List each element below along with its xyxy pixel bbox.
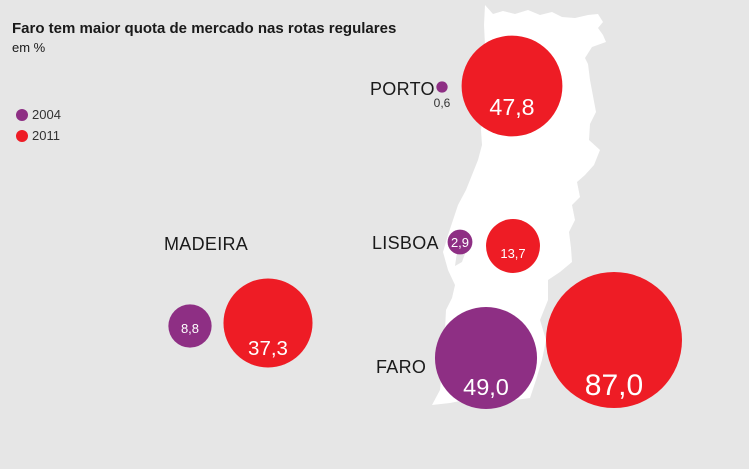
bubble-faro-2004: [434, 306, 538, 410]
chart-subtitle: em %: [12, 40, 46, 55]
legend-label-2011: 2011: [32, 128, 60, 143]
bubble-value-lisboa-2011: 13,7: [500, 246, 525, 261]
bubble-porto-2011: [461, 35, 563, 137]
legend-swatch-2004: [16, 108, 28, 121]
legend-item-2011: 2011: [16, 128, 60, 143]
bubble-value-faro-2011: 87,0: [585, 369, 643, 402]
legend-swatch-2011: [16, 129, 28, 142]
bubble-value-lisboa-2004: 2,9: [451, 235, 469, 250]
bubble-layer: 0,6 47,8 2,9 13,7 8,8 37,3 49,0 87,0: [168, 35, 682, 410]
region-label-madeira: MADEIRA: [164, 234, 248, 254]
bubble-porto-2004: [436, 81, 448, 93]
bubble-value-madeira-2011: 37,3: [248, 337, 288, 360]
bubble-value-faro-2004: 49,0: [463, 374, 509, 400]
bubble-madeira-2011: [223, 278, 313, 368]
portugal-map: [432, 5, 606, 405]
bubble-value-porto-2011: 47,8: [489, 94, 534, 120]
chart-title: Faro tem maior quota de mercado nas rota…: [12, 20, 397, 37]
bubble-madeira-2004: [168, 304, 212, 348]
region-label-faro: FARO: [376, 357, 426, 377]
bubble-value-porto-2004: 0,6: [434, 96, 451, 110]
legend-item-2004: 2004: [16, 107, 61, 122]
bubble-value-madeira-2004: 8,8: [181, 321, 199, 336]
region-label-lisboa: LISBOA: [372, 233, 439, 253]
bubble-lisboa-2004: [447, 229, 473, 255]
region-label-porto: PORTO: [370, 79, 435, 99]
bubble-faro-2011: [546, 272, 682, 408]
legend-label-2004: 2004: [32, 107, 61, 122]
bubble-lisboa-2011: [486, 219, 540, 273]
